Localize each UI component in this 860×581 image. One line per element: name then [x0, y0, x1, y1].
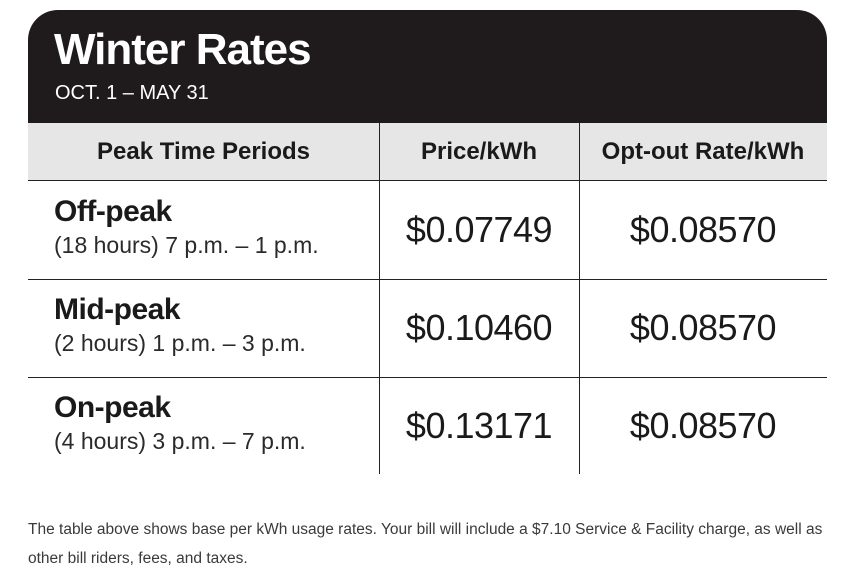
price-per-kwh: $0.13171 [405, 405, 553, 446]
column-header-optout: Opt-out Rate/kWh [601, 138, 805, 165]
table-row-mid-peak: Mid-peak (2 hours) 1 p.m. – 3 p.m. $0.10… [28, 279, 827, 378]
period-name: On-peak [54, 391, 171, 424]
rates-header: Winter Rates OCT. 1 – MAY 31 [28, 10, 827, 123]
table-header: Peak Time Periods Price/kWh Opt-out Rate… [28, 123, 827, 181]
column-divider [579, 123, 580, 474]
season-date-range: OCT. 1 – MAY 31 [55, 82, 209, 104]
period-description: (4 hours) 3 p.m. – 7 p.m. [54, 428, 306, 454]
column-header-period: Peak Time Periods [97, 138, 310, 165]
page-title: Winter Rates [54, 25, 312, 74]
period-description: (18 hours) 7 p.m. – 1 p.m. [54, 232, 319, 258]
period-name: Off-peak [54, 195, 172, 228]
price-per-kwh: $0.10460 [405, 307, 553, 348]
table-row-off-peak: Off-peak (18 hours) 7 p.m. – 1 p.m. $0.0… [28, 181, 827, 280]
column-divider [379, 123, 380, 474]
optout-rate-per-kwh: $0.08570 [629, 209, 777, 250]
period-description: (2 hours) 1 p.m. – 3 p.m. [54, 330, 306, 356]
table-row-on-peak: On-peak (4 hours) 3 p.m. – 7 p.m. $0.131… [28, 377, 827, 475]
optout-rate-per-kwh: $0.08570 [629, 405, 777, 446]
column-header-price: Price/kWh [420, 138, 538, 165]
price-per-kwh: $0.07749 [405, 209, 553, 250]
optout-rate-per-kwh: $0.08570 [629, 307, 777, 348]
rates-footnote: The table above shows base per kWh usage… [28, 521, 823, 567]
period-name: Mid-peak [54, 293, 181, 326]
winter-rates-card: Winter Rates OCT. 1 – MAY 31 Peak Time P… [28, 10, 827, 474]
